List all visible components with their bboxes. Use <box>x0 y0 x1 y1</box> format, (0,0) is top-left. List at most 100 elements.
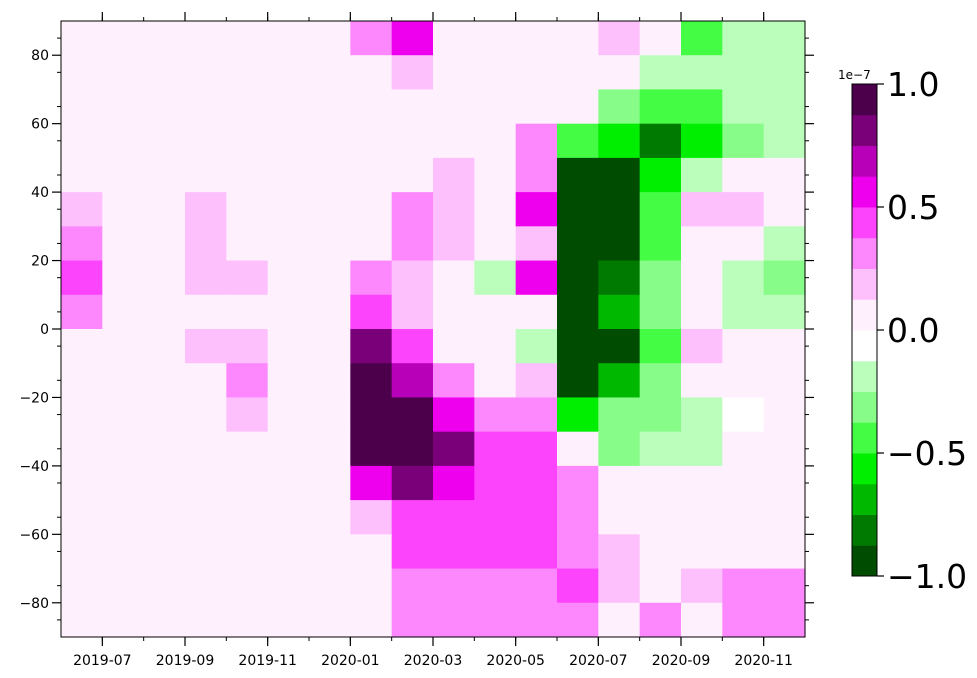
colorbar-segment <box>852 453 877 485</box>
heatmap-cell <box>267 89 310 125</box>
heatmap-cell <box>639 260 682 296</box>
x-tick-label: 2019-11 <box>238 653 297 669</box>
heatmap-cell <box>722 157 765 193</box>
heatmap-cell <box>433 260 475 296</box>
heatmap-cell <box>763 89 806 125</box>
heatmap-cell <box>557 226 599 262</box>
heatmap-cell <box>722 363 765 399</box>
heatmap-cell <box>598 157 641 193</box>
heatmap-cell <box>350 397 393 433</box>
heatmap-cell <box>433 465 475 501</box>
heatmap-cell <box>433 602 475 638</box>
heatmap-cell <box>226 260 269 296</box>
heatmap-cell <box>309 568 351 604</box>
heatmap-cell <box>681 260 723 296</box>
heatmap-cell <box>391 534 434 570</box>
heatmap-cell <box>681 534 723 570</box>
heatmap-cell <box>267 602 310 638</box>
heatmap-cell <box>639 602 682 638</box>
heatmap-cell <box>763 602 806 638</box>
heatmap-cell <box>350 157 393 193</box>
heatmap-cell <box>391 500 434 535</box>
heatmap-cell <box>515 568 558 604</box>
heatmap-cell <box>515 363 558 399</box>
y-tick-label: 40 <box>31 185 49 201</box>
heatmap-cell <box>474 534 517 570</box>
heatmap-cell <box>639 500 682 535</box>
heatmap-cell <box>639 55 682 91</box>
heatmap-cell <box>515 431 558 467</box>
y-tick-label: 80 <box>31 48 49 64</box>
heatmap-cell <box>226 602 269 638</box>
heatmap-cell <box>102 568 145 604</box>
heatmap-cell <box>226 192 269 227</box>
heatmap-cell <box>391 465 434 501</box>
heatmap-cell <box>102 260 145 296</box>
heatmap-cell <box>722 568 765 604</box>
heatmap-cell <box>267 568 310 604</box>
heatmap-cell <box>391 568 434 604</box>
heatmap-cell <box>598 21 641 56</box>
heatmap-cell <box>143 294 186 330</box>
heatmap-cell <box>102 329 145 364</box>
heatmap-cell <box>143 500 186 535</box>
colorbar-segment <box>852 422 877 454</box>
heatmap-cell <box>598 568 641 604</box>
heatmap-cell <box>763 294 806 330</box>
heatmap-cell <box>515 534 558 570</box>
heatmap-cell <box>185 397 227 433</box>
heatmap-cell <box>763 226 806 262</box>
heatmap-cell <box>309 294 351 330</box>
colorbar-segment <box>852 330 877 362</box>
heatmap-cell <box>102 55 145 91</box>
heatmap-cell <box>185 534 227 570</box>
heatmap-cell <box>391 21 434 56</box>
heatmap-cell <box>681 465 723 501</box>
x-tick-label: 2019-09 <box>156 653 215 669</box>
heatmap-cell <box>267 363 310 399</box>
heatmap-cell <box>474 397 517 433</box>
heatmap-cell <box>226 568 269 604</box>
colorbar-tick-label: 1.0 <box>887 65 939 104</box>
heatmap-cell <box>350 329 393 364</box>
heatmap-cell <box>391 329 434 364</box>
heatmap-cell <box>350 602 393 638</box>
heatmap-cell <box>474 21 517 56</box>
heatmap-cell <box>763 123 806 159</box>
heatmap-cell <box>598 465 641 501</box>
colorbar-segment <box>852 114 877 146</box>
heatmap-cell <box>61 55 103 91</box>
heatmap-cell <box>391 294 434 330</box>
heatmap-cell <box>267 465 310 501</box>
heatmap-cell <box>226 123 269 159</box>
heatmap-cell <box>350 465 393 501</box>
heatmap-cell <box>722 260 765 296</box>
heatmap-cell <box>639 363 682 399</box>
heatmap-cell <box>185 226 227 262</box>
y-tick-label: 20 <box>31 254 49 270</box>
heatmap-cell <box>639 465 682 501</box>
heatmap-cell <box>639 397 682 433</box>
heatmap-cell <box>267 397 310 433</box>
heatmap-cell <box>102 602 145 638</box>
heatmap-cell <box>185 123 227 159</box>
heatmap-cell <box>598 329 641 364</box>
heatmap-cell <box>267 431 310 467</box>
heatmap-cell <box>185 568 227 604</box>
heatmap-cell <box>515 397 558 433</box>
heatmap-cell <box>639 294 682 330</box>
heatmap-cell <box>763 363 806 399</box>
heatmap-cell <box>515 226 558 262</box>
x-tick-label: 2020-09 <box>652 653 711 669</box>
heatmap-cell <box>143 397 186 433</box>
heatmap-cell <box>61 21 103 56</box>
heatmap-cell <box>557 431 599 467</box>
heatmap-cell <box>681 329 723 364</box>
heatmap-cell <box>515 192 558 227</box>
heatmap-cell <box>102 397 145 433</box>
heatmap-cell <box>350 500 393 535</box>
heatmap-cell <box>185 192 227 227</box>
heatmap-cell <box>61 226 103 262</box>
heatmap-cell <box>143 465 186 501</box>
